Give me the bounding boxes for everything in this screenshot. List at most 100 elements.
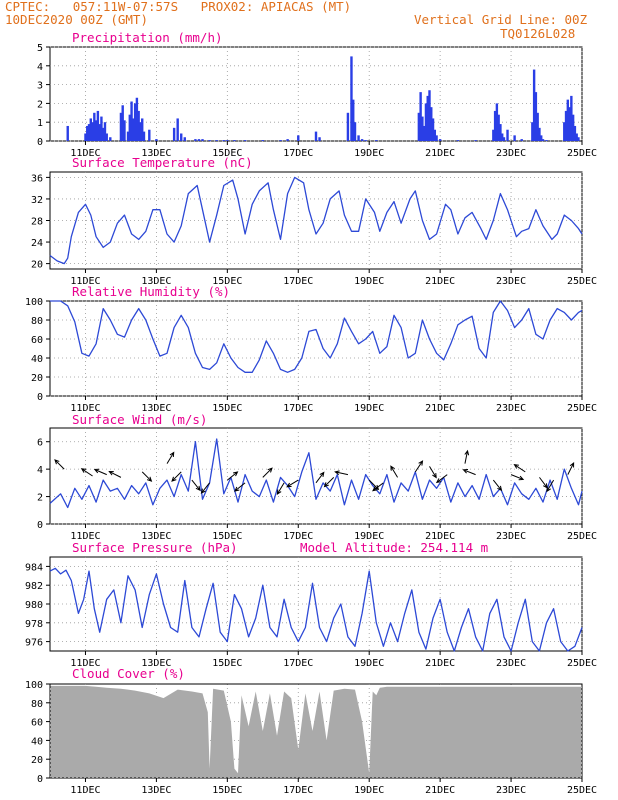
wind-arrow	[191, 479, 201, 492]
cloud-title: Cloud Cover (%)	[72, 666, 185, 681]
precip-bar	[96, 110, 100, 141]
precip-bar	[297, 135, 300, 141]
wind-title: Surface Wind (m/s)	[72, 412, 207, 427]
wind-arrow	[54, 459, 65, 470]
wind-arrow	[513, 464, 526, 473]
precip-bar	[128, 114, 131, 141]
precip-bar	[563, 122, 566, 141]
wind-arrow	[141, 471, 153, 482]
precip-bar	[346, 112, 350, 141]
precip-xtick-label: 23DEC	[496, 148, 526, 159]
temp-xtick-label: 19DEC	[354, 276, 384, 287]
rh-xtick-label: 23DEC	[496, 403, 526, 414]
precip-xtick-label: 15DEC	[212, 148, 242, 159]
precip-bar	[438, 139, 442, 141]
wind-arrow	[286, 479, 299, 488]
precip-bar	[86, 125, 89, 141]
precip-bar	[493, 110, 497, 141]
precip-bar	[534, 92, 538, 141]
precip-bar	[142, 131, 146, 141]
wind-arrow	[510, 474, 525, 481]
wind-arrow	[414, 460, 424, 473]
precip-bar	[541, 139, 545, 141]
pres-xtick-label: 21DEC	[425, 658, 455, 669]
precip-bar	[126, 131, 130, 141]
wind-arrow	[435, 474, 448, 484]
cloud-ytick-label: 20	[31, 755, 43, 766]
wind-xtick-label: 21DEC	[425, 531, 455, 542]
precip-bar	[130, 101, 133, 141]
precip-bar	[197, 139, 201, 141]
precip-bar	[456, 140, 460, 141]
precip-bar	[226, 140, 229, 141]
wind-arrow	[262, 467, 273, 478]
precip-bar	[540, 135, 543, 141]
precip-ytick-label: 0	[37, 137, 43, 148]
precip-bar	[564, 110, 568, 141]
wind-arrow	[171, 471, 182, 482]
pres-xtick-label: 13DEC	[141, 658, 171, 669]
wind-arrow	[227, 471, 239, 481]
precip-bar	[575, 133, 578, 141]
precip-xtick-label: 11DEC	[70, 148, 100, 159]
temp-ytick-label: 28	[31, 217, 43, 228]
precip-bar	[568, 107, 571, 141]
precip-bar	[353, 122, 357, 141]
cloud-ytick-label: 80	[31, 699, 43, 710]
precip-bar	[201, 139, 204, 141]
precip-bar	[536, 112, 539, 141]
precip-bar	[520, 139, 523, 141]
temp-xtick-label: 21DEC	[425, 276, 455, 287]
precip-bar	[279, 140, 282, 141]
pres-ytick-label: 976	[25, 638, 43, 649]
precip-bar	[430, 107, 433, 141]
precip-bar	[261, 140, 264, 141]
pres-xtick-label: 23DEC	[496, 658, 526, 669]
pres-xtick-label: 19DEC	[354, 658, 384, 669]
precip-bar	[570, 95, 573, 141]
cloud-xtick-label: 21DEC	[425, 785, 455, 796]
wind-arrow	[462, 468, 476, 476]
pres-line	[49, 567, 583, 652]
precip-bar	[499, 124, 502, 141]
precip-bar	[424, 103, 428, 141]
precip-bar	[176, 118, 179, 141]
precip-bar	[180, 133, 183, 141]
pres-ytick-label: 980	[25, 600, 43, 611]
temp-xtick-label: 15DEC	[212, 276, 242, 287]
wind-ytick-label: 2	[37, 493, 43, 504]
cloud-xtick-label: 13DEC	[141, 785, 171, 796]
precip-bar	[474, 140, 477, 141]
precip-bar	[215, 140, 218, 141]
precip-xtick-label: 19DEC	[354, 148, 384, 159]
wind-panel	[46, 427, 583, 528]
precip-bar	[492, 129, 495, 141]
precip-bar	[123, 120, 126, 141]
rh-xtick-label: 21DEC	[425, 403, 455, 414]
pres-xtick-label: 15DEC	[212, 658, 242, 669]
pres-panel	[46, 556, 583, 655]
temp-ytick-label: 20	[31, 260, 43, 271]
precip-bar	[364, 140, 367, 141]
precip-bar	[139, 122, 142, 141]
precip-xtick-label: 25DEC	[567, 148, 597, 159]
wind-xtick-label: 13DEC	[141, 531, 171, 542]
wind-arrow	[539, 477, 548, 489]
precip-bar	[350, 56, 353, 141]
pres-ytick-label: 984	[25, 562, 43, 573]
cloud-xtick-label: 11DEC	[70, 785, 100, 796]
rh-xtick-label: 15DEC	[212, 403, 242, 414]
wind-xtick-label: 23DEC	[496, 531, 526, 542]
temp-xtick-label: 13DEC	[141, 276, 171, 287]
temp-xtick-label: 23DEC	[496, 276, 526, 287]
precip-bar	[571, 114, 575, 141]
wind-xtick-label: 17DEC	[283, 531, 313, 542]
wind-xtick-label: 25DEC	[567, 531, 597, 542]
precip-bar	[495, 103, 499, 141]
wind-arrow	[390, 465, 399, 478]
precip-bar	[148, 129, 151, 141]
precip-bar	[89, 118, 92, 141]
precip-title: Precipitation (mm/h)	[72, 30, 223, 45]
pres-xtick-label: 17DEC	[283, 658, 313, 669]
header-run-time: 10DEC2020 00Z (GMT)	[5, 12, 148, 27]
